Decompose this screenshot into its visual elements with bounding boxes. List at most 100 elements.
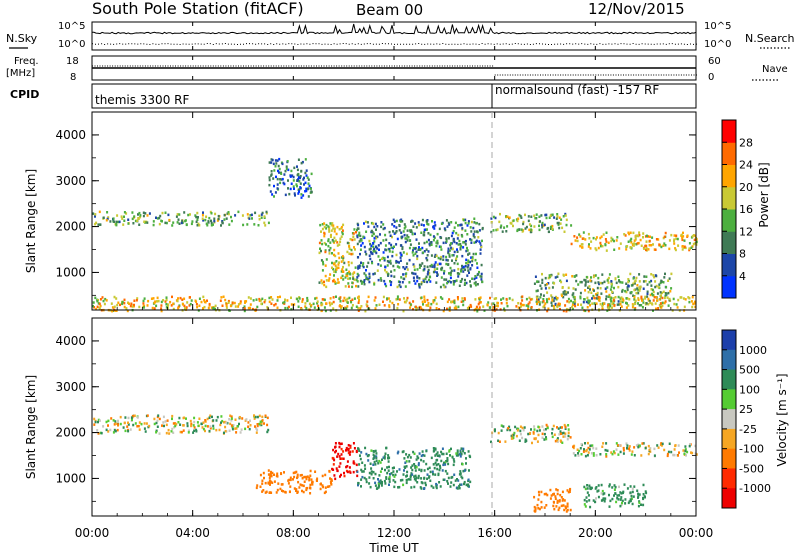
data-cell — [111, 306, 114, 309]
data-cell — [441, 447, 444, 450]
data-cell — [527, 432, 530, 436]
data-cell — [584, 309, 587, 313]
data-cell — [443, 269, 446, 273]
data-cell — [390, 243, 393, 247]
data-cell — [452, 463, 455, 467]
data-cell — [238, 416, 241, 419]
data-cell — [581, 237, 584, 240]
data-cell — [314, 297, 317, 300]
data-cell — [546, 426, 549, 430]
data-cell — [322, 485, 325, 489]
data-cell — [321, 303, 324, 306]
data-cell — [459, 243, 462, 246]
data-cell — [515, 434, 518, 438]
data-cell — [375, 245, 377, 249]
data-cell — [614, 296, 617, 299]
data-cell — [521, 436, 524, 440]
data-cell — [530, 230, 533, 234]
data-cell — [504, 440, 507, 443]
data-cell — [261, 479, 264, 482]
data-cell — [182, 424, 185, 427]
data-cell — [600, 292, 603, 295]
data-cell — [572, 452, 575, 455]
data-cell — [402, 266, 405, 269]
data-cell — [413, 279, 416, 282]
data-cell — [321, 227, 324, 231]
data-cell — [632, 244, 635, 247]
data-cell — [561, 490, 564, 494]
data-cell — [243, 305, 246, 308]
data-cell — [327, 225, 330, 228]
data-cell — [422, 278, 425, 281]
data-cell — [632, 294, 635, 297]
data-cell — [585, 449, 588, 453]
data-cell — [324, 473, 327, 477]
data-cell — [234, 214, 237, 217]
data-cell — [429, 265, 432, 268]
data-cell — [190, 424, 193, 428]
data-cell — [447, 237, 450, 240]
data-cell — [533, 214, 536, 217]
data-cell — [324, 486, 327, 489]
data-cell — [456, 454, 459, 457]
data-cell — [637, 241, 640, 245]
data-cell — [431, 220, 433, 223]
data-cell — [445, 262, 448, 266]
data-cell — [342, 299, 345, 303]
data-cell — [351, 238, 354, 242]
data-cell — [263, 422, 265, 425]
data-cell — [552, 304, 555, 308]
data-cell — [384, 482, 387, 485]
data-cell — [682, 297, 685, 300]
data-cell — [478, 308, 481, 311]
data-cell — [111, 309, 114, 313]
data-cell — [455, 305, 457, 309]
data-cell — [335, 295, 337, 298]
data-cell — [449, 454, 451, 457]
data-cell — [642, 280, 645, 283]
data-cell — [633, 239, 636, 242]
data-cell — [119, 415, 122, 419]
data-cell — [296, 184, 298, 188]
data-cell — [668, 247, 671, 251]
data-cell — [433, 227, 436, 230]
data-cell — [102, 425, 105, 428]
data-cell — [638, 289, 641, 292]
data-cell — [452, 283, 455, 286]
data-cell — [551, 213, 554, 216]
data-cell — [373, 247, 376, 251]
data-cell — [610, 296, 613, 300]
data-cell — [683, 305, 686, 309]
data-cell — [203, 305, 206, 309]
data-cell — [455, 279, 458, 282]
data-cell — [453, 240, 456, 244]
data-cell — [322, 298, 325, 301]
data-cell — [616, 303, 619, 306]
data-cell — [221, 220, 224, 223]
data-cell — [465, 462, 467, 465]
data-cell — [358, 266, 361, 269]
data-cell — [297, 158, 300, 161]
data-cell — [542, 298, 545, 301]
data-cell — [584, 289, 587, 292]
data-cell — [348, 247, 351, 250]
data-cell — [596, 490, 599, 493]
data-cell — [334, 254, 337, 258]
data-cell — [630, 497, 633, 501]
data-cell — [574, 454, 577, 457]
data-cell — [323, 232, 326, 235]
data-cell — [99, 304, 102, 308]
data-cell — [605, 453, 608, 456]
data-cell — [449, 276, 452, 280]
data-cell — [583, 485, 586, 489]
velocity-data-layer — [93, 414, 698, 513]
data-cell — [463, 283, 466, 286]
data-cell — [256, 305, 259, 309]
power-colorbar-swatch — [722, 164, 736, 188]
data-cell — [446, 472, 449, 475]
data-cell — [268, 300, 271, 304]
data-cell — [445, 237, 448, 241]
data-cell — [496, 304, 499, 308]
data-cell — [372, 453, 375, 456]
data-cell — [268, 476, 271, 480]
